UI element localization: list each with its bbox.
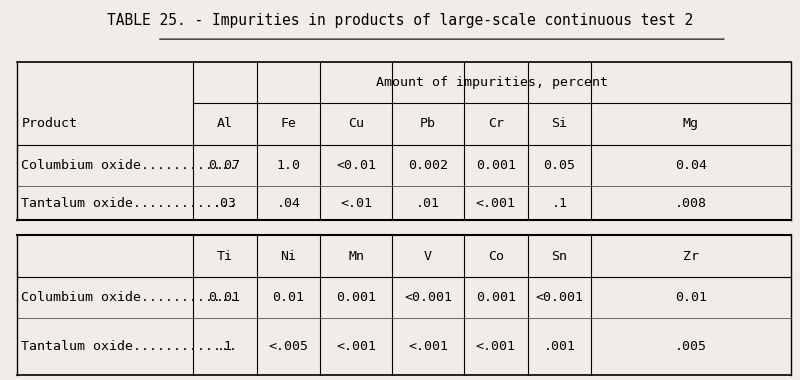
Text: <0.001: <0.001 [535, 291, 583, 304]
Text: <.001: <.001 [476, 340, 516, 353]
Text: 0.07: 0.07 [209, 159, 241, 172]
Text: Pb: Pb [420, 117, 436, 130]
Text: 0.01: 0.01 [209, 291, 241, 304]
Text: <.01: <.01 [340, 197, 372, 210]
Text: Amount of impurities, percent: Amount of impurities, percent [376, 76, 608, 89]
Text: Si: Si [551, 117, 567, 130]
Text: .1: .1 [551, 197, 567, 210]
Text: 0.001: 0.001 [476, 159, 516, 172]
Text: Columbium oxide............: Columbium oxide............ [22, 159, 238, 172]
Text: Tantalum oxide.............: Tantalum oxide............. [22, 340, 238, 353]
Text: Al: Al [217, 117, 233, 130]
Text: .005: .005 [675, 340, 707, 353]
Text: Mg: Mg [683, 117, 699, 130]
Text: 0.001: 0.001 [476, 291, 516, 304]
Text: Tantalum oxide.............: Tantalum oxide............. [22, 197, 238, 210]
Text: Product: Product [22, 117, 78, 130]
Text: Mn: Mn [348, 250, 364, 263]
Text: .03: .03 [213, 197, 237, 210]
Text: Co: Co [488, 250, 504, 263]
Text: Ni: Ni [280, 250, 296, 263]
Text: 1.0: 1.0 [276, 159, 300, 172]
Text: V: V [424, 250, 432, 263]
Text: <0.001: <0.001 [404, 291, 452, 304]
Text: Columbium oxide............: Columbium oxide............ [22, 291, 238, 304]
Text: Sn: Sn [551, 250, 567, 263]
Text: Cu: Cu [348, 117, 364, 130]
Text: Ti: Ti [217, 250, 233, 263]
Text: .001: .001 [543, 340, 575, 353]
Text: 0.04: 0.04 [675, 159, 707, 172]
Text: TABLE 25. - Impurities in products of large-scale continuous test 2: TABLE 25. - Impurities in products of la… [107, 13, 693, 28]
Text: 0.05: 0.05 [543, 159, 575, 172]
Text: .01: .01 [416, 197, 440, 210]
Text: .008: .008 [675, 197, 707, 210]
Text: <0.01: <0.01 [336, 159, 376, 172]
Text: <.001: <.001 [476, 197, 516, 210]
Text: .04: .04 [276, 197, 300, 210]
Text: <.005: <.005 [268, 340, 308, 353]
Text: Zr: Zr [683, 250, 699, 263]
Text: <.001: <.001 [336, 340, 376, 353]
Text: Cr: Cr [488, 117, 504, 130]
Text: 0.002: 0.002 [408, 159, 448, 172]
Text: <.001: <.001 [408, 340, 448, 353]
Text: 0.001: 0.001 [336, 291, 376, 304]
Text: 0.01: 0.01 [272, 291, 304, 304]
Text: 0.01: 0.01 [675, 291, 707, 304]
Text: .1: .1 [217, 340, 233, 353]
Text: Fe: Fe [280, 117, 296, 130]
